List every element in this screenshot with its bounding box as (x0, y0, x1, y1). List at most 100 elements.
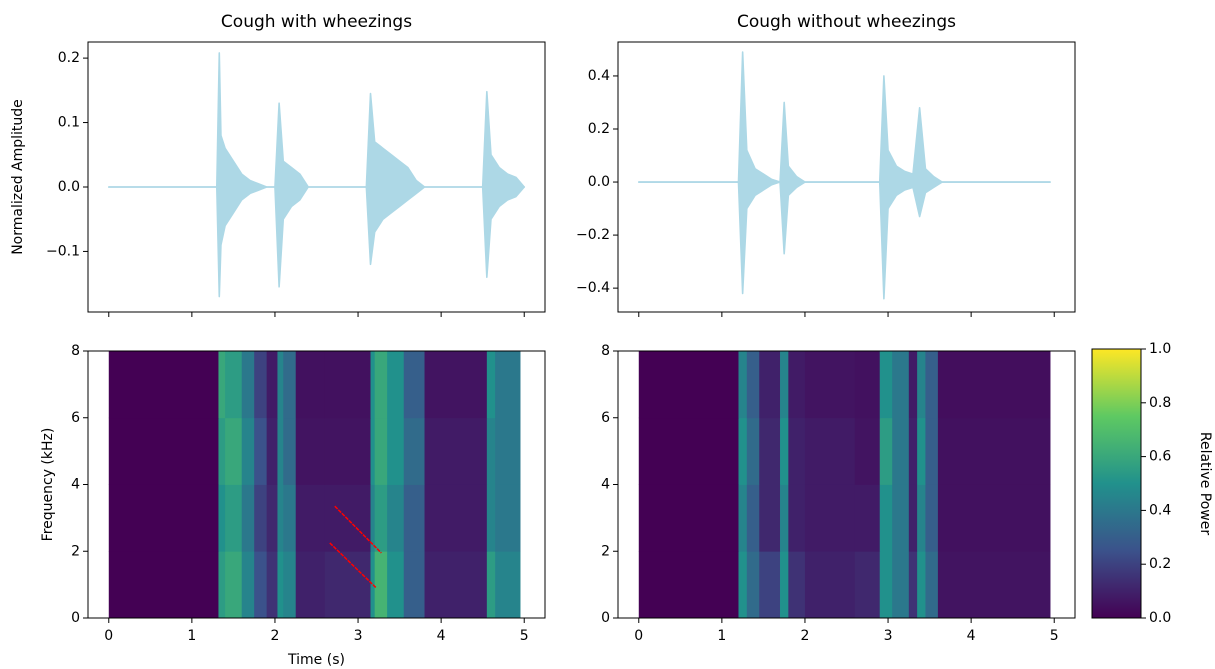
heat-cell (925, 484, 939, 552)
x-tick-label: 4 (967, 628, 976, 644)
y-tick-label: 8 (601, 343, 610, 359)
heat-cell (854, 484, 881, 552)
heat-cell (486, 351, 496, 419)
heat-cell (108, 351, 219, 419)
heat-cell (266, 351, 278, 419)
heat-cell (225, 351, 243, 419)
heat-cell (925, 551, 939, 618)
heat-cell (370, 551, 376, 618)
heat-cell (908, 484, 918, 552)
heat-cell (424, 351, 488, 419)
heat-cell (937, 351, 1051, 419)
heat-cell (854, 551, 881, 618)
y-tick-label: 0.2 (588, 121, 610, 137)
plot-area (108, 351, 521, 618)
heat-cell (403, 351, 425, 419)
y-tick-label: 4 (71, 477, 80, 493)
heat-cell (283, 484, 297, 552)
heat-cell (424, 551, 488, 618)
colorbar-tick-label: 0.6 (1149, 449, 1171, 465)
heat-cell (738, 417, 748, 485)
heat-cell (892, 417, 910, 485)
heat-cell (917, 484, 926, 552)
heat-cell (917, 417, 926, 485)
heat-cell (738, 351, 748, 419)
heat-cell (638, 351, 739, 419)
heat-cell (108, 551, 219, 618)
heat-cell (295, 484, 326, 552)
heat-cell (283, 417, 297, 485)
y-tick-label: 8 (71, 343, 80, 359)
y-tick-label: 0.0 (58, 179, 80, 195)
plot-area (107, 52, 526, 298)
heat-cell (788, 351, 806, 419)
colorbar-tick-label: 1.0 (1149, 341, 1171, 357)
x-tick-label: 3 (884, 628, 893, 644)
heat-cell (324, 551, 371, 618)
heat-cell (108, 484, 219, 552)
heat-cell (403, 484, 425, 552)
colorbar-tick-label: 0.8 (1149, 395, 1171, 411)
colorbar-tick-label: 0.2 (1149, 556, 1171, 572)
heat-cell (854, 417, 881, 485)
heat-cell (370, 351, 376, 419)
y-tick-label: 6 (71, 410, 80, 426)
heat-cell (266, 484, 278, 552)
panel: −0.1 0.0 0.1 0.2 Cough with wheezings Normali… (10, 12, 546, 317)
heat-cell (241, 417, 255, 485)
heat-cell (486, 551, 496, 618)
panel-title: Cough without wheezings (737, 12, 956, 32)
heat-cell (486, 484, 496, 552)
colorbar-label: Relative Power (1197, 432, 1213, 535)
heat-cell (324, 417, 371, 485)
axes-frame (87, 41, 546, 313)
heat-cell (387, 417, 405, 485)
heat-cell (218, 484, 226, 552)
heat-cell (908, 551, 918, 618)
heat-cell (254, 551, 268, 618)
heat-cell (108, 417, 219, 485)
y-tick-label: −0.2 (576, 227, 610, 243)
heat-cell (486, 417, 496, 485)
heat-cell (387, 484, 405, 552)
panel: 0 1 2 3 4 5 0 2 4 6 8 Time (s) Frequency (kHz) (40, 343, 546, 668)
heat-cell (937, 551, 1051, 618)
y-tick-label: 6 (601, 410, 610, 426)
heat-cell (804, 484, 856, 552)
heat-cell (788, 417, 806, 485)
heat-cell (804, 417, 856, 485)
x-tick-label: 2 (270, 628, 279, 644)
heat-cell (295, 417, 326, 485)
annotation-line (334, 505, 382, 554)
heat-cell (225, 417, 243, 485)
heat-cell (241, 351, 255, 419)
heat-cell (638, 417, 739, 485)
y-tick-label: 2 (601, 543, 610, 559)
panel-title: Cough with wheezings (221, 12, 412, 32)
heat-cell (277, 417, 284, 485)
heat-cell (738, 484, 748, 552)
heat-cell (925, 417, 939, 485)
heat-cell (759, 417, 781, 485)
waveform-envelope (637, 51, 1051, 183)
heat-cell (804, 551, 856, 618)
x-tick-label: 5 (1050, 628, 1059, 644)
heat-cell (241, 484, 255, 552)
heat-cell (638, 551, 739, 618)
heat-cell (254, 417, 268, 485)
heat-cell (403, 551, 425, 618)
heat-cell (788, 484, 806, 552)
heat-cell (295, 351, 326, 419)
y-tick-label: −0.4 (576, 280, 610, 296)
heat-cell (495, 417, 521, 485)
heat-cell (746, 551, 760, 618)
x-tick-label: 1 (187, 628, 196, 644)
y-tick-label: 0.1 (58, 115, 80, 131)
heat-cell (295, 551, 326, 618)
y-tick-label: 0.2 (58, 50, 80, 66)
heat-cell (746, 417, 760, 485)
heat-cell (788, 551, 806, 618)
heat-cell (254, 484, 268, 552)
x-tick-label: 3 (354, 628, 363, 644)
